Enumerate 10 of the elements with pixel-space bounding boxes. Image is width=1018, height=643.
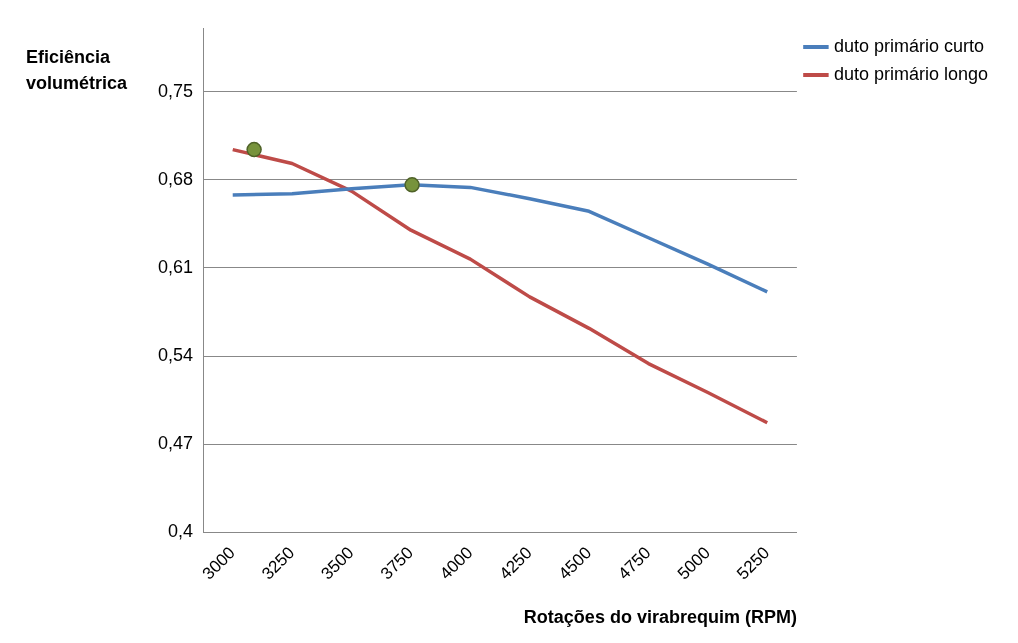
legend-label: duto primário curto (833, 35, 984, 56)
y-axis-title: Eficiência volumétrica (26, 47, 128, 93)
y-tick-label: 0,54 (157, 345, 194, 365)
y-tick-label: 0,47 (157, 433, 194, 454)
y-tick-label: 0,75 (157, 80, 194, 101)
legend-label: duto primário longo (833, 63, 988, 84)
y-tick-label: 0,61 (157, 256, 194, 277)
y-tick-label: 0,4 (168, 521, 194, 542)
y-tick-label: 0,68 (157, 168, 194, 189)
x-axis-title: Rotações do virabrequim (RPM) (523, 607, 797, 628)
